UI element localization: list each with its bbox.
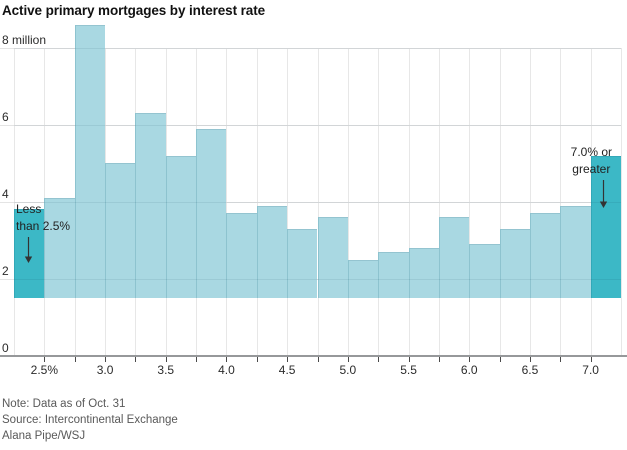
x-axis-tick — [287, 357, 289, 362]
x-tick-label: 3.0 — [96, 363, 114, 377]
x-tick-label: 4.0 — [218, 363, 235, 377]
bar — [74, 24, 106, 298]
annotation-line: than 2.5% — [16, 219, 71, 233]
x-axis-tick — [560, 357, 562, 362]
x-axis-tick — [256, 357, 258, 362]
x-axis-tick — [499, 357, 501, 362]
x-axis-tick — [135, 357, 137, 362]
x-axis-tick — [438, 357, 440, 362]
x-axis-tick — [347, 357, 349, 362]
bar — [165, 155, 197, 298]
x-tick-label: 5.5 — [400, 363, 417, 377]
credit-text: Alana Pipe/WSJ — [2, 430, 86, 442]
bar — [408, 247, 439, 298]
bar — [560, 205, 591, 298]
y-tick-label: 0 — [2, 341, 9, 355]
horizontal-gridline — [0, 202, 621, 203]
x-axis-tick — [378, 357, 380, 362]
y-tick-label: 6 — [2, 110, 9, 124]
bar — [105, 163, 136, 298]
x-axis-line — [0, 355, 627, 357]
x-axis-tick — [226, 357, 228, 362]
y-tick-label: 2 — [2, 264, 9, 278]
horizontal-gridline-overlay — [14, 279, 621, 280]
x-axis-tick — [44, 357, 46, 362]
x-tick-label: 6.0 — [460, 363, 478, 377]
horizontal-gridline — [0, 125, 621, 126]
bar — [499, 228, 530, 298]
annotation-line: 7.0% or — [570, 145, 612, 159]
chart-title: Active primary mortgages by interest rat… — [2, 3, 265, 18]
down-arrow-icon — [599, 180, 608, 208]
x-axis-tick — [469, 357, 471, 362]
down-arrow-icon — [24, 237, 33, 263]
horizontal-gridline-overlay — [14, 125, 621, 126]
bar — [287, 228, 318, 298]
horizontal-gridline-overlay — [14, 48, 621, 49]
bar — [44, 197, 75, 298]
bar — [226, 213, 257, 298]
x-axis-tick — [74, 357, 76, 362]
annotation-less-than-2-5: Less than 2.5% — [16, 201, 70, 235]
vertical-gridline — [621, 48, 622, 356]
bar — [590, 155, 621, 298]
bar — [347, 259, 379, 298]
x-tick-label: 2.5% — [30, 363, 59, 377]
x-axis-tick — [317, 357, 319, 362]
annotation-7-0-or-greater: 7.0% or greater — [571, 144, 612, 178]
source-text: Source: Intercontinental Exchange — [2, 414, 178, 426]
x-tick-label: 4.5 — [278, 363, 296, 377]
bar — [438, 217, 470, 298]
x-axis-tick — [590, 357, 592, 362]
bar — [135, 113, 166, 298]
x-axis-tick — [165, 357, 167, 362]
horizontal-gridline — [0, 48, 621, 49]
x-tick-label: 3.5 — [157, 363, 175, 377]
annotation-line: greater — [572, 162, 611, 176]
bar — [469, 244, 500, 298]
bar — [196, 128, 227, 298]
bar — [378, 251, 409, 298]
bar — [256, 205, 288, 298]
y-tick-label: 8 million — [2, 33, 47, 47]
x-tick-label: 6.5 — [521, 363, 539, 377]
note-text: Note: Data as of Oct. 31 — [2, 398, 126, 410]
y-tick-label: 4 — [2, 187, 9, 201]
x-tick-label: 5.0 — [339, 363, 357, 377]
bar — [317, 217, 348, 298]
bar-chart: 2.5% 3.0 3.5 4.0 4.5 5.0 5.5 6.0 6.5 7.0 8 million… — [0, 24, 627, 377]
chart-footer: Note: Data as of Oct. 31 Source: Interco… — [2, 396, 178, 444]
bar — [14, 209, 45, 298]
x-axis-tick — [196, 357, 198, 362]
x-axis-tick — [529, 357, 531, 362]
x-axis-tick — [105, 357, 107, 362]
horizontal-gridline-overlay — [14, 202, 621, 203]
bar — [529, 213, 561, 298]
x-axis-tick — [408, 357, 410, 362]
x-tick-label: 7.0 — [582, 363, 599, 377]
annotation-line: Less — [16, 202, 42, 216]
